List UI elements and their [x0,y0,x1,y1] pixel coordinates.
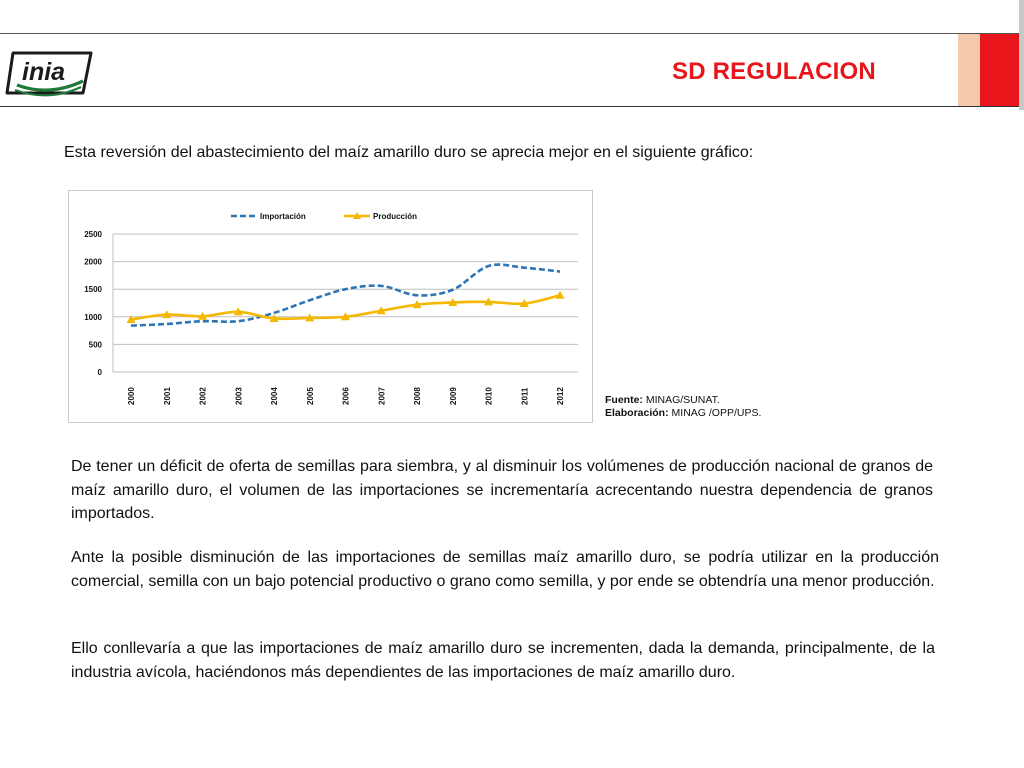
logo-text: inia [22,58,65,86]
legend-label: Producción [373,212,417,221]
legend-marker [353,212,361,219]
y-tick-label: 1000 [84,313,102,322]
elaboracion-line: Elaboración: MINAG /OPP/UPS. [605,407,761,420]
data-point-produccion [519,299,529,308]
paragraph-2: Ante la posible disminución de las impor… [71,549,939,590]
data-point-produccion [555,290,565,299]
data-point-produccion [376,306,386,315]
data-point-produccion [484,297,493,306]
x-tick-label: 2007 [377,387,386,405]
data-point-produccion [305,313,315,322]
elaboracion-value: MINAG /OPP/UPS. [668,407,762,419]
paragraph-1: De tener un déficit de oferta de semilla… [71,458,933,522]
page-title: SD REGULACION [672,58,876,85]
y-tick-label: 2000 [84,258,102,267]
inia-logo: inia [5,51,93,97]
x-tick-label: 2008 [413,387,422,405]
y-tick-label: 500 [89,340,103,349]
y-tick-label: 1500 [84,285,102,294]
intro-text: Esta reversión del abastecimiento del ma… [64,144,754,161]
header-bar [0,34,1019,107]
right-edge-bar [1019,0,1024,110]
accent-block-red [980,34,1019,106]
x-tick-label: 2012 [556,387,565,405]
x-tick-label: 2003 [234,387,243,405]
data-point-produccion [233,307,243,316]
x-tick-label: 2005 [306,387,315,405]
elaboracion-label: Elaboración: [605,407,669,419]
x-tick-label: 2010 [485,387,494,405]
chart-container: 0 500 1000 1500 2000 2500 2000 2001 2002 2003 2004… [68,190,593,423]
source-note: Fuente: MINAG/SUNAT. Elaboración: MINAG … [605,394,761,420]
data-point-produccion [448,297,458,306]
data-point-produccion [269,313,279,322]
fuente-line: Fuente: MINAG/SUNAT. [605,394,761,407]
data-point-produccion [412,300,422,309]
top-strip [0,0,1019,34]
x-tick-label: 2006 [342,387,351,405]
x-tick-label: 2004 [270,387,279,405]
series-line-importacion [130,263,561,327]
data-point-produccion [162,310,172,319]
fuente-value: MINAG/SUNAT. [642,394,720,406]
line-chart: 0 500 1000 1500 2000 2500 2000 2001 2002 2003 2004… [84,212,578,405]
fuente-label: Fuente: [605,394,643,406]
paragraph-3: Ello conllevaría a que las importaciones… [71,640,935,681]
x-tick-label: 2002 [199,387,208,405]
y-tick-label: 0 [98,368,103,377]
accent-block-peach [958,34,980,106]
x-tick-label: 2000 [127,387,136,405]
x-tick-label: 2001 [163,387,172,405]
data-point-produccion [341,312,350,321]
data-point-produccion [126,315,136,324]
legend-label: Importación [260,212,306,221]
data-point-produccion [198,311,207,320]
x-tick-label: 2011 [520,387,529,405]
y-tick-label: 2500 [84,230,102,239]
x-tick-label: 2009 [449,387,458,405]
